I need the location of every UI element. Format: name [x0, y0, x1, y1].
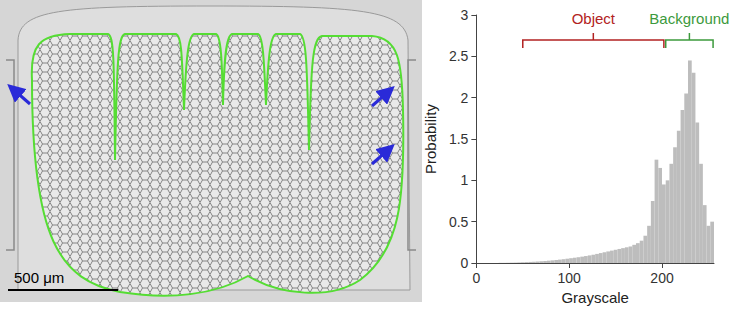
svg-text:3: 3: [461, 7, 469, 23]
svg-text:200: 200: [650, 270, 674, 286]
svg-text:Background: Background: [649, 10, 729, 27]
svg-text:Probability: Probability: [422, 103, 439, 174]
svg-text:0.5: 0.5: [449, 214, 469, 230]
svg-text:1.5: 1.5: [449, 131, 469, 147]
svg-text:Grayscale: Grayscale: [561, 289, 629, 306]
svg-text:0: 0: [461, 255, 469, 271]
svg-text:2: 2: [461, 90, 469, 106]
svg-text:2.5: 2.5: [449, 48, 469, 64]
svg-text:0: 0: [472, 270, 480, 286]
svg-text:1: 1: [461, 172, 469, 188]
svg-text:500 μm: 500 μm: [14, 269, 64, 286]
svg-text:100: 100: [558, 270, 582, 286]
svg-text:Object: Object: [572, 10, 616, 27]
